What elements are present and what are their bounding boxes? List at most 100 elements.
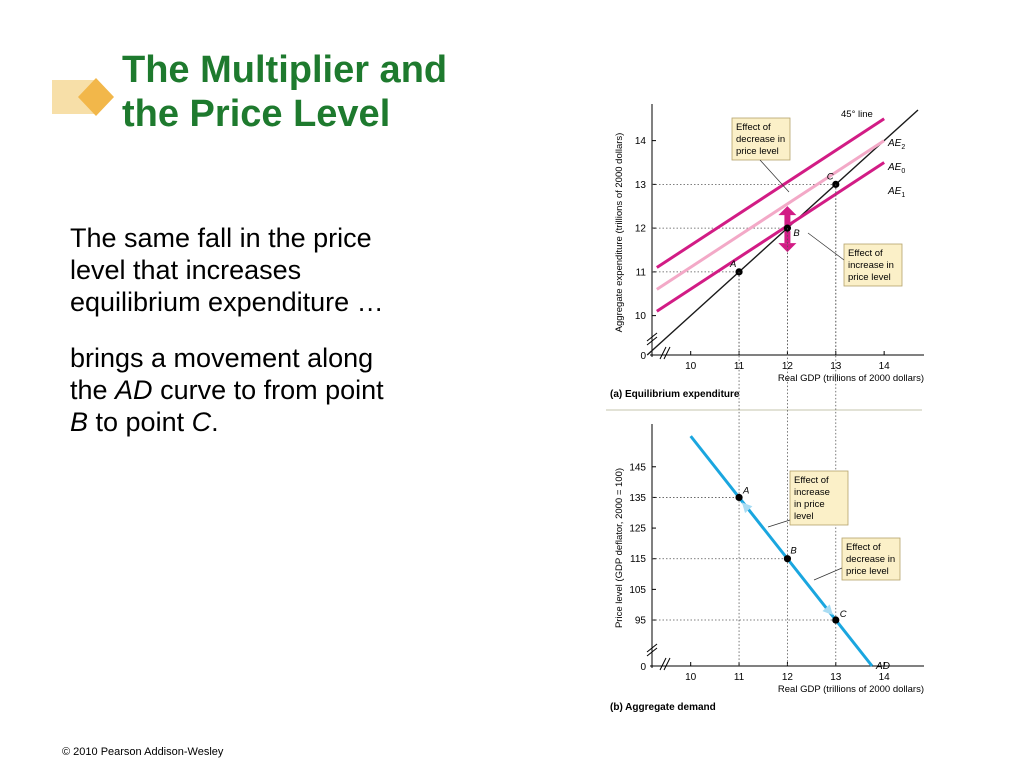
y-tick-label: 12 (635, 224, 647, 235)
point-label-a: A (742, 485, 749, 496)
ad-movement-arrow-up (741, 502, 753, 514)
y-tick-label: 11 (636, 267, 647, 278)
x-axis-break-mark (663, 657, 671, 671)
shift-down-arrow-shaft (784, 231, 791, 244)
shift-up-arrow-shaft (784, 214, 791, 227)
body-text-run: . (211, 407, 219, 437)
annotation-increase-b-text: increase (794, 487, 830, 498)
multiplier-figure: 10 11 12 13 14 10 11 12 13 14 0 Real GDP (trillions… (606, 104, 924, 713)
body-line: equilibrium expenditure … (70, 287, 384, 317)
x-axis-break-mark (659, 346, 667, 360)
body-line: level that increases (70, 255, 302, 285)
orange-diamond-tab-icon (52, 78, 114, 116)
body-text-run: to point (88, 407, 192, 437)
y-tick-label: 10 (635, 311, 647, 322)
y-axis-break-mark (646, 336, 658, 346)
annotation-decrease-b-text: Effect of (846, 542, 881, 553)
series-label-ae2: AE2 (887, 138, 905, 151)
y-tick-label: 145 (629, 462, 646, 473)
y-axis-label: Price level (GDP deflator, 2000 = 100) (614, 468, 625, 628)
body-text-run: curve to from point (152, 375, 384, 405)
body-line: the AD curve to from point (70, 374, 490, 406)
annotation-increase-b-text: Effect of (794, 475, 829, 486)
line-45-label: 45° line (841, 109, 873, 120)
x-tick-label: 14 (879, 361, 891, 372)
body-emphasis-b: B (70, 407, 89, 437)
series-label-ad: AD (875, 661, 890, 672)
y-axis-break-mark (646, 643, 658, 653)
point-label-a: A (729, 259, 736, 270)
copyright-footer: © 2010 Pearson Addison-Wesley (62, 746, 224, 758)
annotation-decrease-b-text: price level (846, 566, 889, 577)
y-axis-break-mark (646, 332, 658, 342)
shift-down-arrow (778, 243, 797, 253)
y-break-tick-label: 0 (640, 662, 646, 673)
point-c (832, 616, 840, 624)
annotation-increase-a-text: price level (848, 272, 891, 283)
annotation-increase-a-text: Effect of (848, 248, 883, 259)
annotation-increase-a-box (843, 243, 903, 287)
annotation-decrease-a-box (731, 117, 791, 161)
panel-b-caption: (b) Aggregate demand (610, 702, 716, 713)
x-axis-break-mark (663, 346, 671, 360)
title-line-2: the Price Level (122, 93, 391, 135)
point-label-c: C (840, 609, 847, 620)
point-a (735, 268, 743, 276)
annotation-decrease-a-text: decrease in (736, 134, 785, 145)
title-line-1: The Multiplier and (122, 49, 448, 91)
body-line: The same fall in the price (70, 223, 372, 253)
body-line: B to point C. (70, 406, 490, 438)
annotation-leader (813, 567, 843, 581)
x-tick-label: 10 (685, 672, 697, 683)
series-line-ae2 (656, 117, 885, 269)
x-tick-label: 11 (734, 672, 745, 683)
annotation-increase-b-text: level (794, 511, 814, 522)
y-tick-label: 135 (629, 493, 646, 504)
annotation-leader (759, 159, 790, 193)
annotation-decrease-a-text: Effect of (736, 122, 771, 133)
ad-movement-arrow-down (822, 604, 833, 616)
annotation-leader (767, 519, 791, 528)
body-paragraph-1: The same fall in the price level that in… (70, 222, 490, 318)
y-break-tick-label: 0 (640, 351, 646, 362)
body-paragraph-2: brings a movement along the AD curve to … (70, 342, 490, 438)
annotation-decrease-b-box (841, 537, 901, 581)
y-tick-label: 115 (630, 554, 646, 565)
y-axis-break-mark (646, 647, 658, 657)
annotation-increase-b-text: in price (794, 499, 825, 510)
x-tick-label: 14 (879, 672, 891, 683)
y-tick-label: 13 (635, 180, 647, 191)
series-label-ae0: AE0 (887, 162, 905, 175)
annotation-decrease-b-text: decrease in (846, 554, 895, 565)
series-line-ad (689, 435, 874, 667)
x-tick-label: 12 (782, 361, 794, 372)
x-tick-label: 12 (782, 672, 794, 683)
slide-title: The Multiplier and the Price Level (122, 48, 447, 136)
y-tick-label: 105 (629, 585, 646, 596)
point-label-b: B (790, 546, 797, 557)
x-axis-label: Real GDP (trillions of 2000 dollars) (778, 684, 924, 695)
point-label-c: C (827, 171, 834, 182)
slide-body: The same fall in the price level that in… (70, 222, 490, 462)
series-label-ae1: AE1 (887, 186, 905, 199)
body-emphasis-c: C (191, 407, 212, 437)
annotation-decrease-a-text: price level (736, 146, 779, 157)
x-axis-break-mark (659, 657, 667, 671)
series-line-ae1 (656, 161, 885, 313)
x-axis-label: Real GDP (trillions of 2000 dollars) (778, 373, 924, 384)
body-line: brings a movement along (70, 343, 374, 373)
y-axis-label: Aggregate expenditure (trillions of 2000… (614, 133, 625, 333)
series-line-ae0 (656, 139, 885, 291)
shift-up-arrow (778, 206, 797, 216)
y-tick-label: 95 (635, 616, 647, 627)
x-tick-label: 13 (830, 672, 842, 683)
annotation-increase-b-box (789, 470, 849, 526)
y-tick-label: 125 (629, 524, 646, 535)
point-label-b: B (793, 228, 800, 239)
line-45-degree (646, 109, 919, 356)
panel-a-caption: (a) Equilibrium expenditure (610, 389, 740, 400)
annotation-increase-a-text: increase in (848, 260, 894, 271)
point-b (783, 555, 792, 563)
body-emphasis-ad: AD (115, 375, 153, 405)
body-text-run: the (70, 375, 116, 405)
